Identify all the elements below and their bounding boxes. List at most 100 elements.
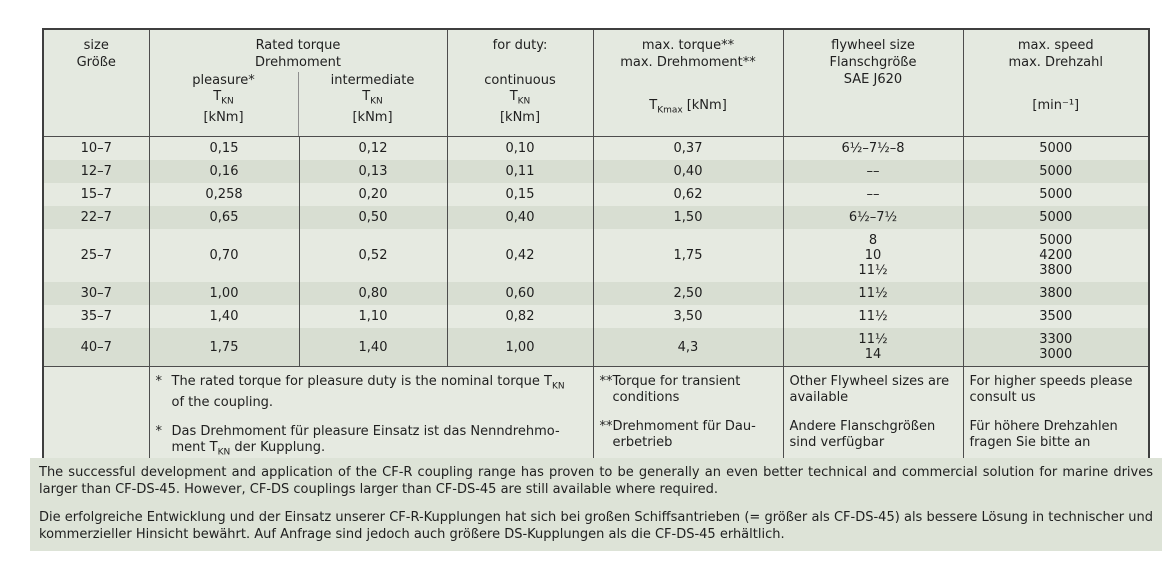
flywheel-standard: SAE J620 (843, 72, 903, 87)
cell-max-torque: 0,37 (592, 136, 783, 160)
cell-intermediate: 0,13 (298, 160, 447, 183)
cell-flywheel: 6½–7½–8 (782, 136, 963, 160)
cell-max-torque: 0,62 (592, 183, 783, 206)
max-speed-en: max. speed (1017, 38, 1094, 53)
cell-intermediate: 0,20 (298, 183, 447, 206)
cell-intermediate: 1,10 (298, 305, 447, 328)
header-subcol-continuous: continuous TKN [kNm] (448, 72, 593, 136)
bottom-notes: The successful development and applicati… (30, 458, 1162, 551)
cell-pleasure: 1,40 (148, 305, 299, 328)
table-row: 10–7 0,15 0,12 0,10 0,37 6½–7½–8 5000 (43, 136, 1149, 160)
cell-intermediate: 0,80 (298, 282, 447, 305)
flywheel-de: Flanschgröße (829, 55, 917, 70)
footnote-text: * Das Drehmoment für pleasure Einsatz ist… (155, 423, 560, 458)
cell-speed: 3300 3000 (962, 328, 1149, 367)
notes-de: Die erfolgreiche Entwicklung und der Ein… (39, 510, 1153, 542)
cell-flywheel: 11½ (782, 305, 963, 328)
cell-size: 22–7 (80, 210, 112, 225)
cell-pleasure: 1,75 (148, 328, 299, 367)
cell-size: 15–7 (80, 187, 112, 202)
cell-max-torque: 0,40 (592, 160, 783, 183)
header-size: size Größe (43, 29, 149, 137)
footnote-text: Für höhere Drehzahlen fragen Sie bitte an (969, 419, 1118, 450)
cell-continuous: 0,60 (446, 282, 593, 305)
cell-continuous: 0,42 (446, 229, 593, 282)
for-duty-label: for duty: (492, 38, 548, 53)
table-row: 22–7 0,65 0,50 0,40 1,50 6½–7½ 5000 (43, 206, 1149, 229)
flywheel-en: flywheel size (831, 38, 915, 53)
cell-max-torque: 1,50 (592, 206, 783, 229)
cell-speed: 5000 (962, 160, 1149, 183)
footnote-row: * The rated torque for pleasure duty is t… (43, 366, 1149, 471)
max-torque-en: max. torque** (641, 38, 735, 53)
cell-continuous: 0,15 (446, 183, 593, 206)
cell-pleasure: 0,15 (148, 136, 299, 160)
header-rated-torque: Rated torque Drehmoment pleasure* TKN [k… (148, 29, 447, 137)
footnote-text: For higher speeds please consult us (969, 374, 1133, 405)
header-for-duty: for duty: continuous TKN [kNm] (446, 29, 593, 137)
table-row: 30–7 1,00 0,80 0,60 2,50 11½ 3800 (43, 282, 1149, 305)
cell-max-torque: 3,50 (592, 305, 783, 328)
intermediate-torque-symbol: TKN (362, 89, 383, 107)
footnote-text: **Torque for transient conditions (599, 374, 741, 405)
cell-size: 40–7 (80, 339, 112, 355)
table-row: 35–7 1,40 1,10 0,82 3,50 11½ 3500 (43, 305, 1149, 328)
header-max-torque: max. torque** max. Drehmoment** TKmax [kN… (592, 29, 783, 137)
cell-continuous: 1,00 (446, 328, 593, 367)
cell-continuous: 0,40 (446, 206, 593, 229)
cell-speed: 5000 (962, 136, 1149, 160)
header-subcol-intermediate: intermediate TKN [kNm] (297, 72, 447, 136)
notes-en: The successful development and applicati… (39, 465, 1153, 497)
cell-pleasure: 1,00 (148, 282, 299, 305)
cell-flywheel: –– (782, 160, 963, 183)
cell-speed: 5000 (962, 206, 1149, 229)
header-size-de: Größe (76, 55, 116, 70)
header-rated-en: Rated torque (255, 38, 341, 53)
cell-max-torque: 1,75 (592, 229, 783, 282)
table-header: size Größe Rated torque Drehmoment pleas… (43, 29, 1149, 137)
header-rated-de: Drehmoment (255, 55, 341, 70)
header-size-en: size (83, 38, 109, 53)
footnote-flywheel: Other Flywheel sizes are available Andere … (782, 366, 963, 471)
cell-pleasure: 0,16 (148, 160, 299, 183)
table-row: 15–7 0,258 0,20 0,15 0,62 –– 5000 (43, 183, 1149, 206)
footnote-empty-cell (43, 366, 149, 471)
continuous-label: continuous (484, 73, 556, 88)
cell-size: 30–7 (80, 286, 112, 301)
header-flywheel: flywheel size Flanschgröße SAE J620 (782, 29, 963, 137)
footnote-text: * The rated torque for pleasure duty is t… (155, 374, 565, 410)
table-row: 12–7 0,16 0,13 0,11 0,40 –– 5000 (43, 160, 1149, 183)
intermediate-label: intermediate (330, 73, 415, 88)
table-row: 25–7 0,70 0,52 0,42 1,75 8 10 11½ 5000 4200 3800 (43, 229, 1149, 282)
intermediate-unit: [kNm] (352, 109, 393, 125)
cell-max-torque: 4,3 (592, 328, 783, 367)
cell-flywheel: 6½–7½ (782, 206, 963, 229)
cell-speed: 3500 (962, 305, 1149, 328)
cell-pleasure: 0,65 (148, 206, 299, 229)
pleasure-unit: [kNm] (203, 109, 244, 125)
cell-intermediate: 1,40 (298, 328, 447, 367)
cell-continuous: 0,10 (446, 136, 593, 160)
cell-speed: 3800 (962, 282, 1149, 305)
max-speed-de: max. Drehzahl (1008, 55, 1104, 70)
max-torque-symbol: TKmax [kNm] (649, 98, 727, 116)
cell-continuous: 0,82 (446, 305, 593, 328)
cell-size: 35–7 (80, 309, 112, 324)
footnote-speed: For higher speeds please consult us Für hö… (962, 366, 1149, 471)
cell-intermediate: 0,50 (298, 206, 447, 229)
footnote-text: **Drehmoment für Dau-erbetrieb (599, 419, 756, 450)
continuous-unit: [kNm] (499, 109, 541, 125)
pleasure-label: pleasure* (192, 73, 255, 88)
footnote-text: Andere Flanschgrößen sind verfügbar (789, 419, 936, 450)
cell-intermediate: 0,52 (298, 229, 447, 282)
footnote-text: Other Flywheel sizes are available (789, 374, 950, 405)
header-subcol-pleasure: pleasure* TKN [kNm] (150, 72, 298, 136)
max-speed-unit: [min⁻¹] (1032, 98, 1080, 113)
cell-continuous: 0,11 (446, 160, 593, 183)
cell-size: 10–7 (80, 141, 112, 156)
continuous-torque-symbol: TKN (509, 89, 531, 107)
cell-flywheel: 8 10 11½ (782, 229, 963, 282)
cell-speed: 5000 (962, 183, 1149, 206)
cell-size: 12–7 (80, 164, 112, 179)
cell-size: 25–7 (80, 248, 112, 263)
